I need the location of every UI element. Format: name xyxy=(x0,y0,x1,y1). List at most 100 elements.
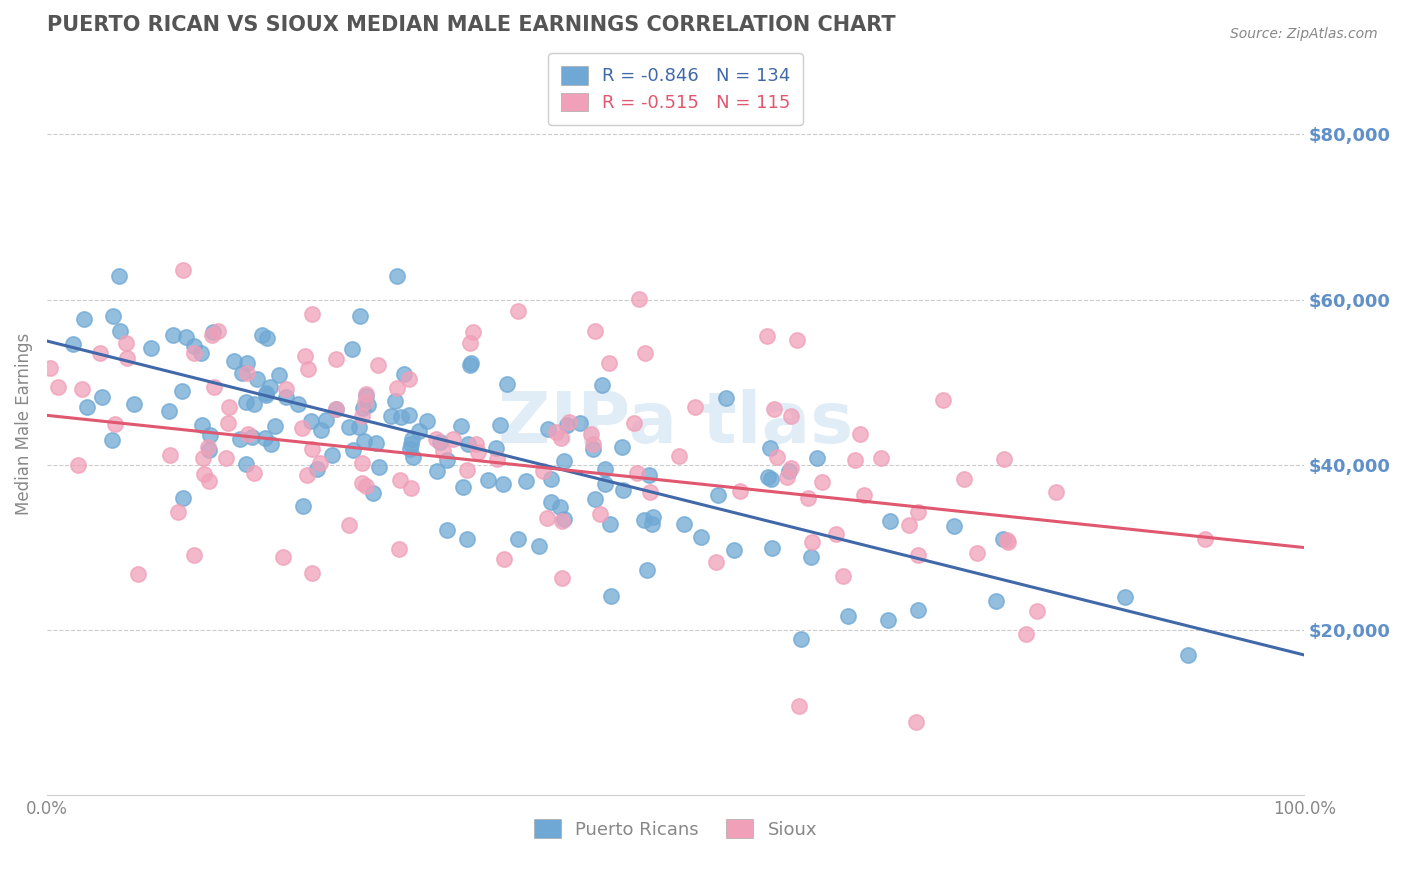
Point xyxy=(457,436,479,450)
Point xyxy=(240,430,263,444)
Point xyxy=(837,609,859,624)
Point xyxy=(398,372,420,386)
Point xyxy=(800,549,823,564)
Point xyxy=(569,416,592,430)
Point xyxy=(201,327,224,342)
Point xyxy=(89,346,111,360)
Point xyxy=(536,511,558,525)
Point xyxy=(108,268,131,283)
Point xyxy=(108,324,131,338)
Point xyxy=(401,482,423,496)
Point xyxy=(394,367,416,381)
Point xyxy=(638,468,661,483)
Text: PUERTO RICAN VS SIOUX MEDIAN MALE EARNINGS CORRELATION CHART: PUERTO RICAN VS SIOUX MEDIAN MALE EARNIN… xyxy=(46,15,896,35)
Point xyxy=(217,416,239,430)
Point xyxy=(235,394,257,409)
Point xyxy=(235,457,257,471)
Point xyxy=(810,475,832,489)
Point xyxy=(367,358,389,372)
Point xyxy=(485,451,508,466)
Point xyxy=(337,518,360,533)
Point xyxy=(384,394,406,409)
Point xyxy=(450,419,472,434)
Point xyxy=(301,307,323,321)
Point xyxy=(853,488,876,502)
Point xyxy=(806,450,828,465)
Point xyxy=(849,427,872,442)
Point xyxy=(70,382,93,396)
Point xyxy=(389,473,412,487)
Point xyxy=(291,420,314,434)
Point xyxy=(115,351,138,365)
Point xyxy=(354,394,377,409)
Point xyxy=(172,491,194,505)
Point xyxy=(274,382,297,396)
Point xyxy=(759,442,782,456)
Point xyxy=(515,474,537,488)
Point xyxy=(759,472,782,486)
Point xyxy=(591,378,613,392)
Point xyxy=(458,358,481,372)
Point xyxy=(401,437,423,451)
Point xyxy=(350,409,373,424)
Point xyxy=(844,453,866,467)
Point xyxy=(465,437,488,451)
Point xyxy=(101,433,124,447)
Point xyxy=(451,481,474,495)
Point xyxy=(995,533,1018,547)
Point xyxy=(1045,485,1067,500)
Point xyxy=(761,541,783,556)
Point xyxy=(243,397,266,411)
Point xyxy=(558,415,581,429)
Point xyxy=(683,400,706,414)
Point xyxy=(540,494,562,508)
Point xyxy=(198,474,221,488)
Point xyxy=(531,464,554,478)
Point xyxy=(599,517,621,532)
Point xyxy=(553,454,575,468)
Point xyxy=(297,467,319,482)
Point xyxy=(352,401,374,415)
Point xyxy=(398,442,420,456)
Point xyxy=(595,476,617,491)
Point xyxy=(583,324,606,338)
Point xyxy=(197,440,219,454)
Point xyxy=(879,514,901,528)
Point xyxy=(765,450,787,464)
Point xyxy=(311,424,333,438)
Point xyxy=(127,566,149,581)
Point xyxy=(254,431,277,445)
Point xyxy=(122,397,145,411)
Point xyxy=(340,343,363,357)
Point xyxy=(932,392,955,407)
Point xyxy=(301,442,323,457)
Point xyxy=(997,535,1019,549)
Point xyxy=(550,431,572,445)
Point xyxy=(190,346,212,360)
Point xyxy=(796,491,818,506)
Point xyxy=(342,442,364,457)
Point xyxy=(325,402,347,417)
Point xyxy=(269,368,291,383)
Point xyxy=(723,543,745,558)
Point xyxy=(260,437,283,451)
Point xyxy=(193,467,215,482)
Point xyxy=(907,603,929,617)
Point xyxy=(297,361,319,376)
Point xyxy=(254,388,277,402)
Point xyxy=(494,551,516,566)
Point xyxy=(668,449,690,463)
Point xyxy=(544,425,567,439)
Point xyxy=(488,418,510,433)
Point xyxy=(825,527,848,541)
Point xyxy=(325,351,347,366)
Point xyxy=(183,346,205,360)
Point xyxy=(495,377,517,392)
Point xyxy=(191,417,214,432)
Point xyxy=(776,470,799,484)
Point xyxy=(66,458,89,472)
Point xyxy=(907,505,929,519)
Point xyxy=(236,426,259,441)
Point xyxy=(408,425,430,439)
Point xyxy=(633,513,655,527)
